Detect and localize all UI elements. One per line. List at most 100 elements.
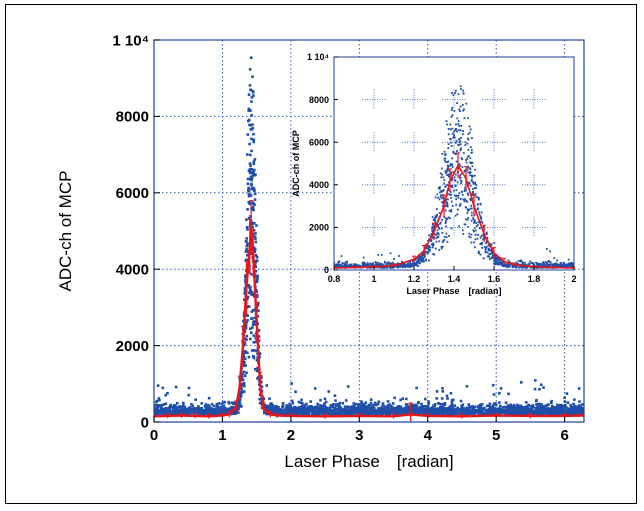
main-data-point: [289, 404, 293, 408]
main-data-point: [244, 281, 247, 284]
main-data-point: [198, 407, 201, 411]
main-data-point: [247, 305, 251, 308]
inset-data-point: [484, 248, 487, 251]
main-data-point: [467, 403, 471, 406]
inset-background: [334, 57, 574, 270]
main-data-point: [255, 358, 259, 362]
inset-data-point: [386, 266, 389, 269]
main-data-point: [245, 338, 248, 342]
inset-data-point: [435, 233, 438, 236]
main-data-point: [393, 407, 397, 411]
main-data-point: [254, 240, 258, 244]
inset-data-point: [459, 129, 462, 132]
inset-data-point: [438, 240, 441, 243]
main-data-point: [301, 411, 304, 415]
main-data-point: [534, 379, 537, 382]
inset-x-tick-label: 1.2: [408, 274, 421, 284]
main-data-point: [523, 410, 527, 413]
main-data-point: [255, 255, 259, 259]
inset-data-point: [513, 265, 515, 268]
inset-data-point: [446, 217, 449, 220]
main-data-point: [154, 404, 156, 407]
main-data-point: [293, 408, 296, 411]
inset-data-point: [504, 263, 507, 266]
main-data-point: [187, 411, 191, 414]
inset-data-point: [404, 263, 407, 266]
inset-data-point: [362, 256, 365, 259]
main-data-point: [354, 408, 358, 411]
main-data-point: [431, 411, 434, 415]
main-data-point: [253, 198, 257, 201]
main-data-point: [254, 237, 257, 240]
inset-data-point: [491, 256, 494, 259]
main-data-point: [339, 406, 343, 410]
inset-data-point: [469, 161, 472, 164]
main-data-point: [574, 412, 577, 416]
main-data-point: [162, 407, 166, 411]
inset-data-point: [544, 265, 547, 268]
inset-data-point: [533, 264, 535, 267]
inset-data-point: [480, 216, 483, 219]
inset-data-point: [403, 262, 406, 265]
main-data-point: [282, 409, 286, 413]
inset-data-point: [543, 262, 546, 265]
main-data-point: [251, 186, 254, 189]
main-data-point: [323, 407, 327, 411]
main-data-point: [360, 407, 363, 411]
inset-data-point: [447, 174, 450, 177]
main-data-point: [407, 405, 411, 409]
inset-data-point: [563, 264, 566, 267]
main-data-point: [247, 355, 251, 359]
main-data-point: [155, 412, 158, 415]
inset-data-point: [440, 247, 443, 250]
inset-data-point: [448, 189, 451, 191]
inset-data-point: [460, 180, 463, 183]
main-data-point: [530, 405, 533, 408]
inset-data-point: [463, 223, 466, 226]
main-data-point: [252, 334, 256, 337]
main-data-point: [251, 225, 254, 229]
inset-data-point: [469, 198, 472, 200]
inset-data-point: [402, 266, 404, 269]
main-data-point: [346, 385, 350, 388]
inset-data-point: [478, 211, 481, 214]
main-data-point: [534, 407, 538, 411]
inset-data-point: [452, 150, 455, 153]
main-data-point: [198, 411, 201, 415]
main-data-point: [246, 182, 250, 186]
main-data-point: [466, 409, 469, 412]
inset-data-point: [524, 261, 526, 264]
main-data-point: [250, 167, 254, 171]
inset-data-point: [466, 158, 469, 160]
main-data-point: [248, 171, 252, 175]
main-data-point: [175, 409, 178, 413]
inset-data-point: [484, 250, 487, 253]
inset-data-point: [444, 209, 447, 212]
main-data-point: [260, 380, 263, 384]
main-data-point: [247, 93, 251, 96]
inset-data-point: [467, 194, 469, 196]
main-data-point: [544, 404, 548, 408]
inset-data-point: [465, 218, 467, 221]
inset-data-point: [450, 92, 453, 94]
inset-data-point: [440, 167, 443, 170]
inset-data-point: [446, 203, 449, 206]
main-data-point: [258, 401, 262, 405]
inset-data-point: [546, 264, 548, 266]
inset-data-point: [450, 173, 452, 176]
inset-data-point: [426, 247, 429, 250]
inset-data-point: [350, 265, 353, 267]
main-data-point: [379, 411, 383, 414]
inset-data-point: [378, 266, 380, 269]
inset-data-point: [470, 214, 473, 217]
inset-data-point: [467, 155, 470, 157]
main-data-point: [250, 137, 253, 141]
main-data-point: [326, 411, 330, 415]
inset-data-point: [471, 151, 473, 154]
main-data-point: [533, 387, 537, 391]
inset-data-point: [506, 266, 509, 269]
main-data-point: [373, 412, 377, 416]
inset-data-point: [476, 196, 479, 199]
main-y-tick-label: 2000: [116, 338, 149, 355]
main-data-point: [295, 408, 299, 411]
